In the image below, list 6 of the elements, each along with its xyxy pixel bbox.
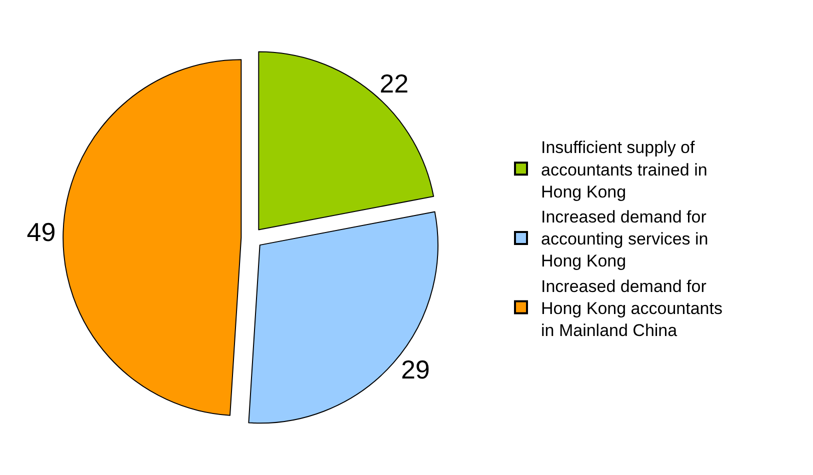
legend-label: Increased demand for Hong Kong accountants in Mainland China xyxy=(541,276,722,340)
data-label: 49 xyxy=(26,217,56,248)
data-label: 29 xyxy=(400,354,430,384)
legend-label: Insufficient supply of accountants trained in Hong Kong xyxy=(541,138,708,202)
legend-label: Increased demand for accounting services in Hong Kong xyxy=(541,207,708,271)
data-label: 22 xyxy=(380,68,409,99)
